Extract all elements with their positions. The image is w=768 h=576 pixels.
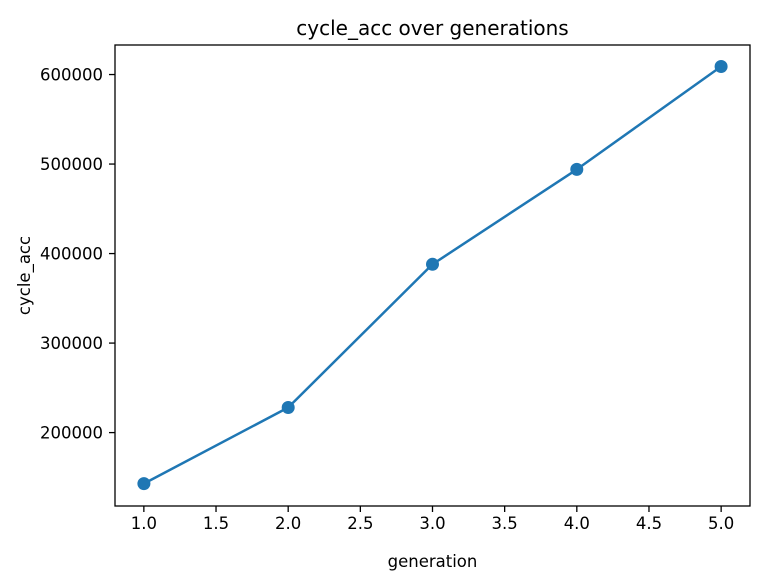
y-tick-label: 300000 [40, 334, 103, 353]
x-tick-label: 3.0 [419, 514, 445, 533]
y-tick-label: 400000 [40, 245, 103, 264]
data-point [570, 162, 584, 176]
data-point [714, 60, 728, 73]
chart-title: cycle_acc over generations [296, 16, 568, 40]
data-point [137, 477, 151, 491]
x-tick-label: 4.0 [564, 514, 590, 533]
x-tick-label: 1.0 [131, 514, 157, 533]
x-tick-label: 1.5 [203, 514, 229, 533]
x-tick-label: 2.5 [347, 514, 373, 533]
data-point [281, 401, 295, 414]
axes-spines [114, 44, 751, 507]
x-axis-label: generation [388, 552, 478, 571]
data-point [426, 257, 439, 271]
y-tick-label: 600000 [40, 66, 103, 85]
data-layer [137, 60, 728, 491]
x-tick-label: 3.5 [492, 514, 518, 533]
tick-layer: 1.0 1.5 2.0 2.5 3.0 3.5 4.0 4.5 5.0 200000 300000 4… [40, 66, 734, 533]
y-axis-label: cycle_acc [15, 236, 35, 315]
x-tick-label: 2.0 [275, 514, 301, 533]
x-tick-label: 5.0 [708, 514, 734, 533]
y-tick-label: 200000 [40, 424, 103, 443]
y-tick-label: 500000 [40, 155, 103, 174]
x-tick-label: 4.5 [636, 514, 662, 533]
